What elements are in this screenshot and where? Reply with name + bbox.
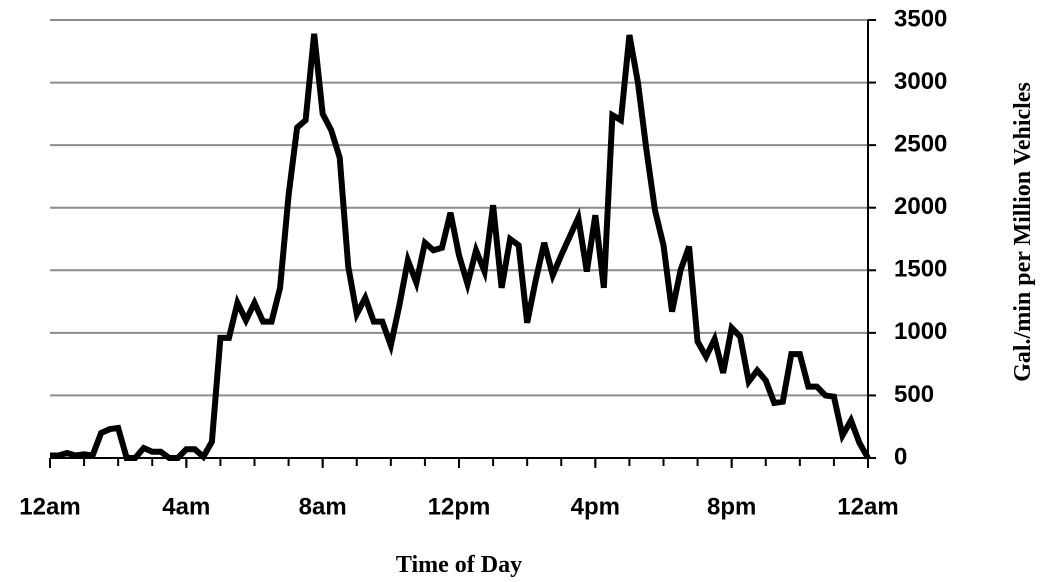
y-tick-label: 3000 — [894, 68, 947, 95]
y-tick-label: 3500 — [894, 5, 947, 32]
y-tick-label: 0 — [894, 443, 907, 470]
data-line — [50, 33, 871, 462]
y-tick-label: 500 — [894, 381, 934, 408]
x-tick-label: 12am — [19, 493, 80, 520]
y-tick-label: 2500 — [894, 130, 947, 157]
y-tick-label: 2000 — [894, 193, 947, 220]
x-tick-label: 12pm — [428, 493, 491, 520]
x-tick-label: 8am — [299, 493, 347, 520]
x-tick-label: 12am — [837, 493, 898, 520]
y-tick-label: 1500 — [894, 256, 947, 283]
y-axis-title: Gal./min per Million Vehicles — [1010, 82, 1036, 382]
x-tick-label: 8pm — [707, 493, 756, 520]
x-axis-title: Time of Day — [396, 552, 522, 578]
x-tick-label: 4pm — [571, 493, 620, 520]
y-tick-label: 1000 — [894, 318, 947, 345]
x-tick-label: 4am — [162, 493, 210, 520]
